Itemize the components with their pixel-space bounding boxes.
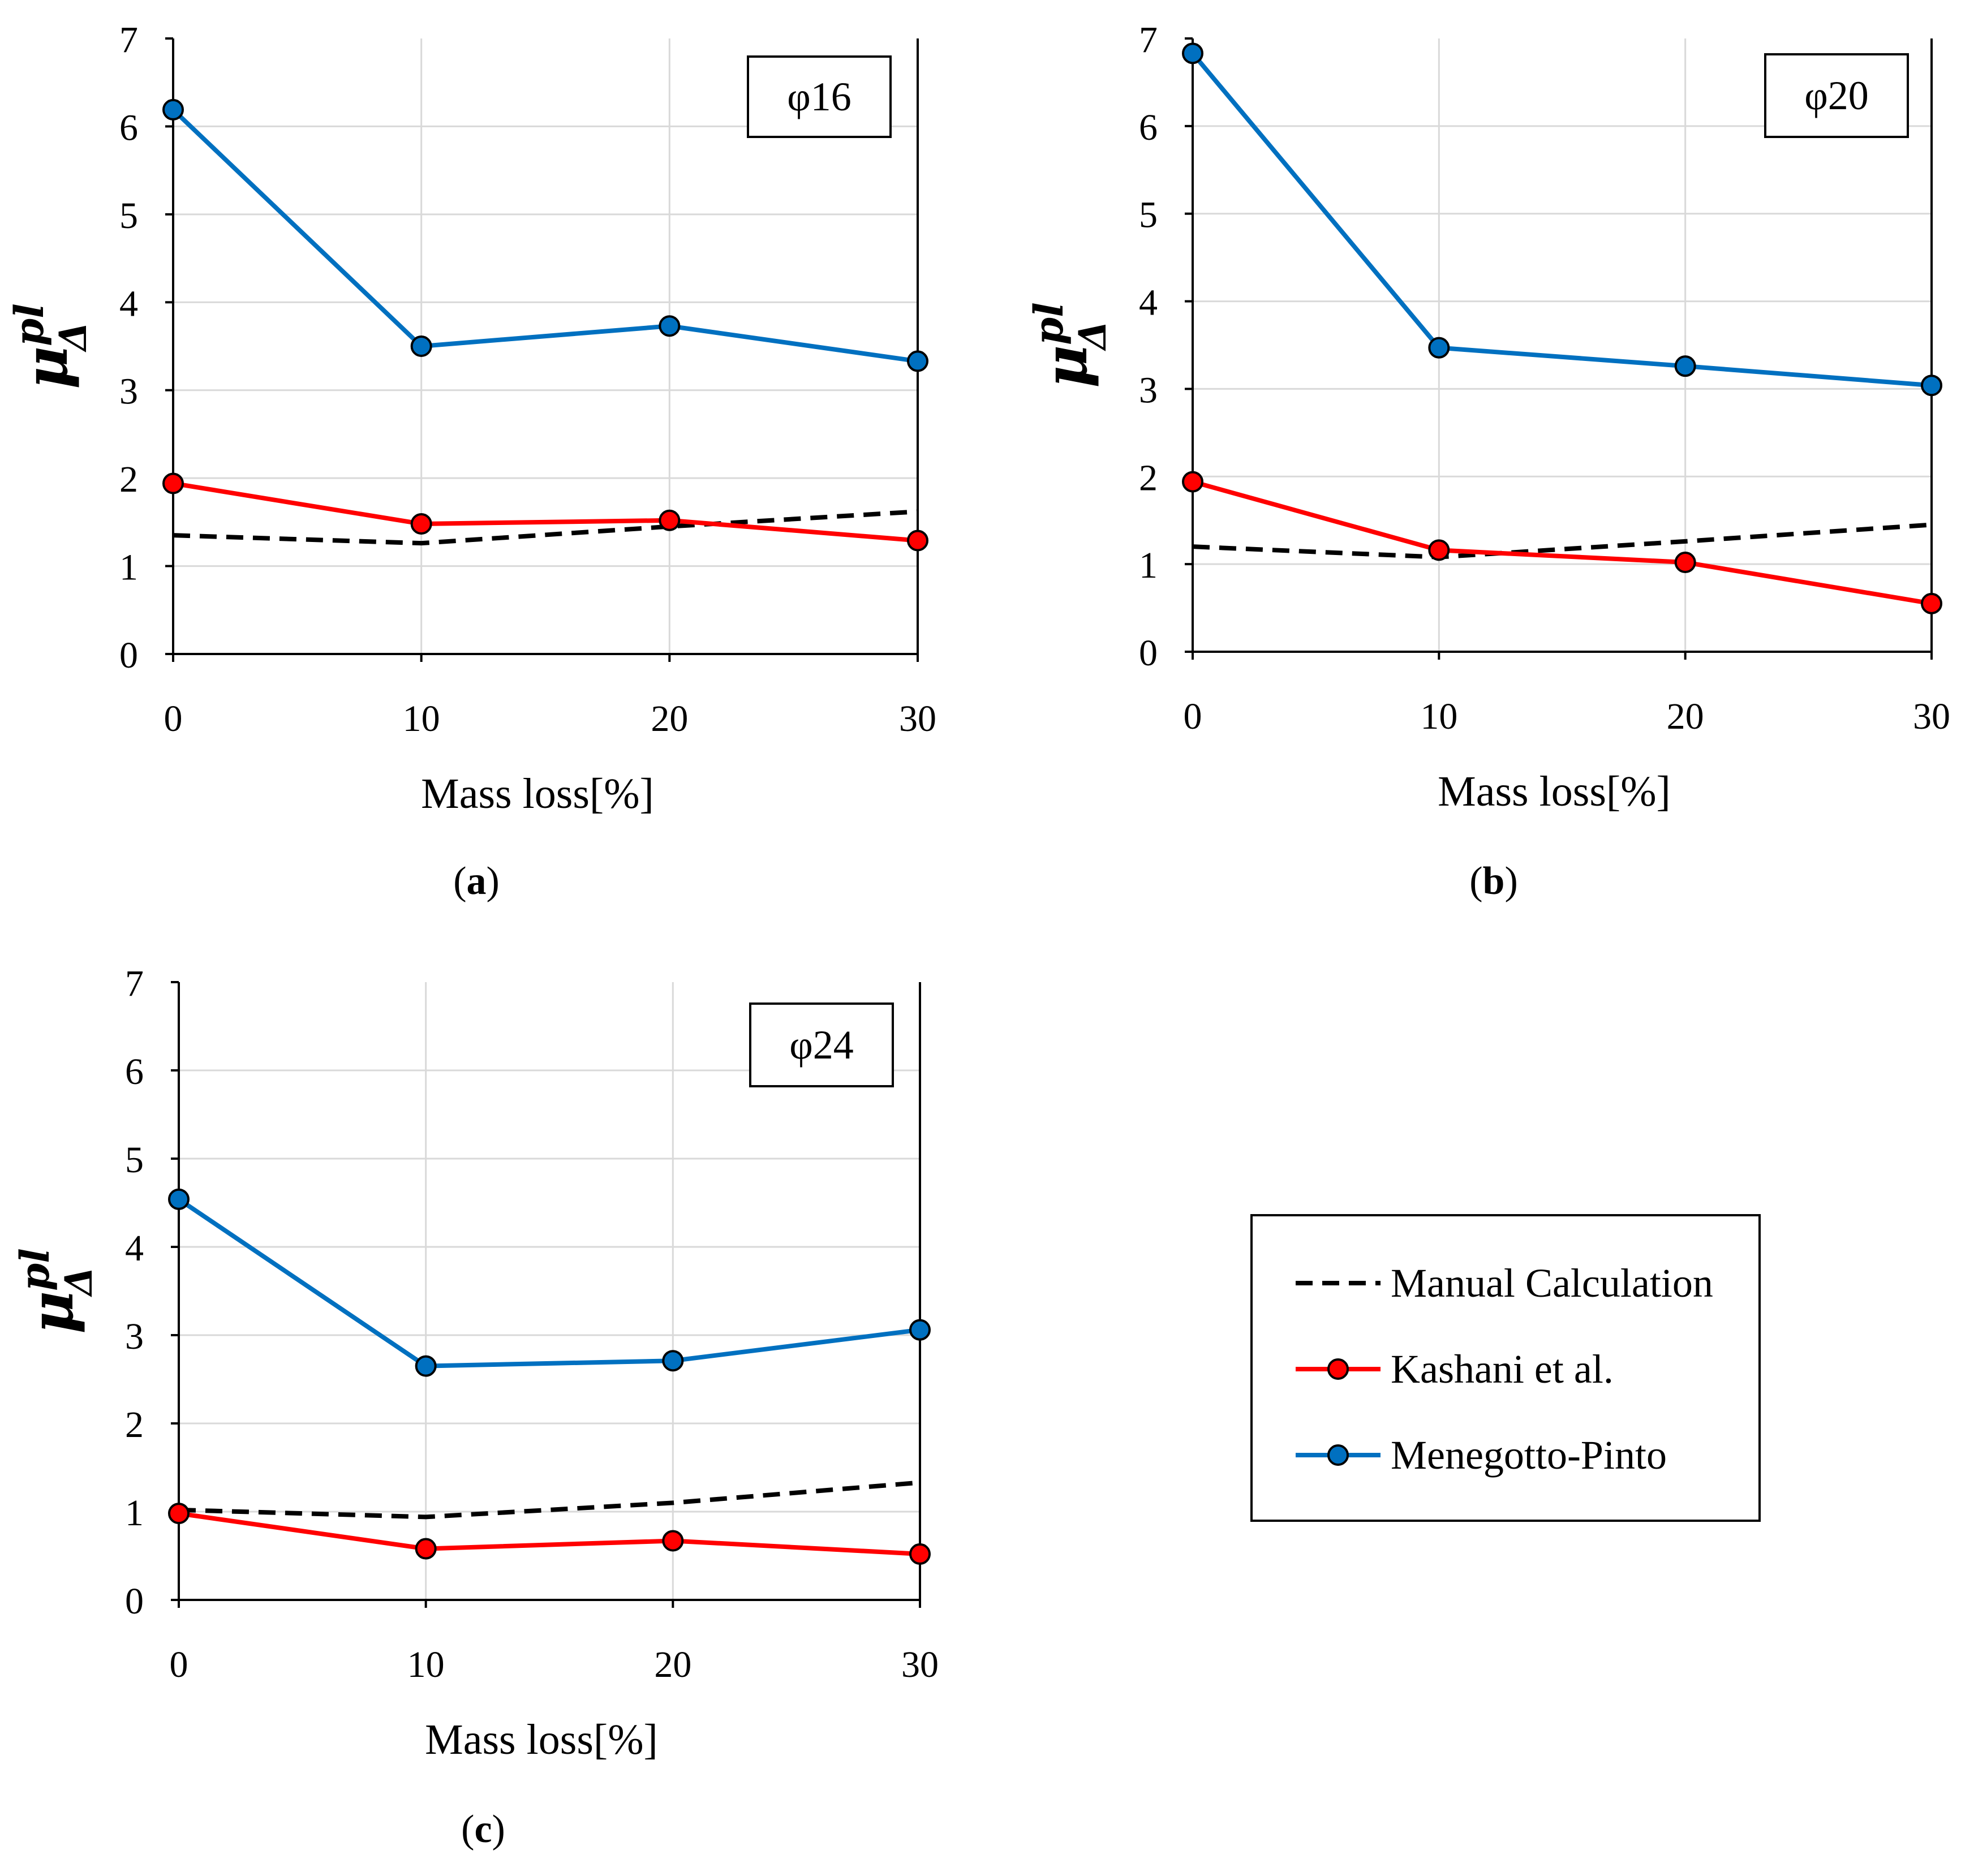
legend-label-manual-calculation: Manual Calculation [1391,1260,1713,1306]
y-tick-label: 5 [119,195,138,236]
x-axis-title: Mass loss[%] [1438,768,1671,815]
x-tick-label: 30 [899,698,936,739]
series-line-kashani-et-al- [178,1511,921,1556]
x-tick-label: 10 [403,698,440,739]
series-line-manual-calculation [173,509,918,546]
inset-label-box [1764,53,1909,138]
y-tick-label: 5 [125,1139,144,1181]
legend-marker-menegotto-pinto [1327,1444,1349,1466]
y-tick-label: 1 [119,547,138,588]
inset-label: φ24 [789,1022,854,1068]
data-point-menegotto-pinto [1674,355,1696,377]
series-line-manual-calculation [178,1480,921,1520]
y-tick-label: 3 [119,371,138,412]
x-axis-title: Mass loss[%] [421,770,654,817]
x-tick-label: 30 [1913,696,1950,737]
data-point-kashani-et-al- [415,1538,437,1560]
y-tick-label: 3 [125,1316,144,1357]
panel-tag: (a) [453,859,500,903]
y-tick-label: 1 [1139,545,1158,586]
x-tick-label: 20 [651,698,688,739]
series-line-menegotto-pinto [1190,51,1932,388]
y-tick-label: 6 [125,1051,144,1092]
series-line-kashani-et-al- [173,481,918,543]
legend-label-kashani: Kashani et al. [1391,1346,1614,1392]
y-tick-label: 6 [119,107,138,148]
series-line-menegotto-pinto [177,1197,921,1369]
data-point-menegotto-pinto [662,1350,684,1372]
data-point-menegotto-pinto [659,315,681,337]
y-tick-label: 4 [1139,282,1158,324]
x-tick-label: 0 [1184,696,1202,737]
data-point-menegotto-pinto [907,350,928,372]
data-point-menegotto-pinto [168,1188,190,1210]
y-tick-label: 0 [1139,632,1158,674]
inset-label-box [747,55,892,138]
y-tick-label: 7 [1139,19,1158,61]
y-tick-label: 2 [119,459,138,500]
legend-label-menegotto-pinto: Menegotto-Pinto [1391,1432,1667,1478]
y-tick-label: 7 [119,19,138,61]
y-tick-label: 0 [119,635,138,676]
data-point-menegotto-pinto [1921,375,1942,397]
data-point-kashani-et-al- [1428,539,1450,561]
y-axis-title: μplΔ [6,303,95,389]
data-point-kashani-et-al- [162,472,184,494]
y-tick-label: 1 [125,1492,144,1534]
panel-tag: (c) [461,1808,505,1851]
data-point-kashani-et-al- [1921,592,1942,614]
y-tick-label: 4 [119,283,138,324]
x-tick-label: 20 [1667,696,1704,737]
y-tick-label: 4 [125,1228,144,1269]
legend: Manual Calculation Kashani et al. Menego… [1250,1214,1761,1522]
data-point-kashani-et-al- [1182,471,1203,493]
data-point-menegotto-pinto [415,1355,437,1377]
data-point-menegotto-pinto [162,98,184,121]
chart-panel-a: 0 1 2 3 4 5 6 7 0 10 20 30 Mass loss[%] μplΔ φ16 (a) [6,19,936,903]
data-point-menegotto-pinto [410,335,432,357]
data-point-kashani-et-al- [410,513,432,535]
y-axis-title: μplΔ [1025,302,1115,388]
x-tick-label: 0 [164,698,183,739]
series-line-kashani-et-al- [1192,479,1932,606]
series-line-manual-calculation [1192,522,1932,560]
y-tick-label: 2 [125,1404,144,1445]
x-axis-title: Mass loss[%] [425,1716,658,1763]
y-tick-label: 6 [1139,107,1158,148]
chart-panel-b: 0 1 2 3 4 5 6 7 0 10 20 30 Mass loss[%] μplΔ φ20 (b) [1025,19,1950,903]
data-point-kashani-et-al- [909,1543,931,1565]
x-tick-label: 0 [170,1644,188,1685]
data-point-kashani-et-al- [907,530,928,552]
y-tick-label: 3 [1139,369,1158,411]
data-point-kashani-et-al- [168,1503,190,1525]
data-point-menegotto-pinto [909,1319,931,1341]
y-tick-label: 5 [1139,195,1158,236]
data-point-kashani-et-al- [1674,552,1696,574]
inset-label: φ20 [1804,73,1869,118]
x-tick-label: 10 [407,1644,445,1685]
data-point-kashani-et-al- [662,1530,684,1552]
inset-label: φ16 [787,74,852,119]
x-tick-label: 10 [1420,696,1457,737]
series-line-menegotto-pinto [171,108,918,364]
y-axis-title: μplΔ [11,1248,101,1334]
y-tick-label: 7 [125,963,144,1004]
x-tick-label: 20 [654,1644,691,1685]
data-point-menegotto-pinto [1428,337,1450,359]
y-tick-label: 2 [1139,457,1158,498]
inset-label-box [749,1002,894,1087]
x-tick-label: 30 [901,1644,939,1685]
chart-panel-c: 0 1 2 3 4 5 6 7 0 10 20 30 Mass loss[%] μplΔ φ24 (c) [11,963,939,1851]
data-point-kashani-et-al- [659,509,681,531]
y-tick-label: 0 [125,1581,144,1622]
legend-marker-kashani [1327,1358,1349,1380]
data-point-menegotto-pinto [1182,42,1203,64]
panel-tag: (b) [1469,859,1518,903]
